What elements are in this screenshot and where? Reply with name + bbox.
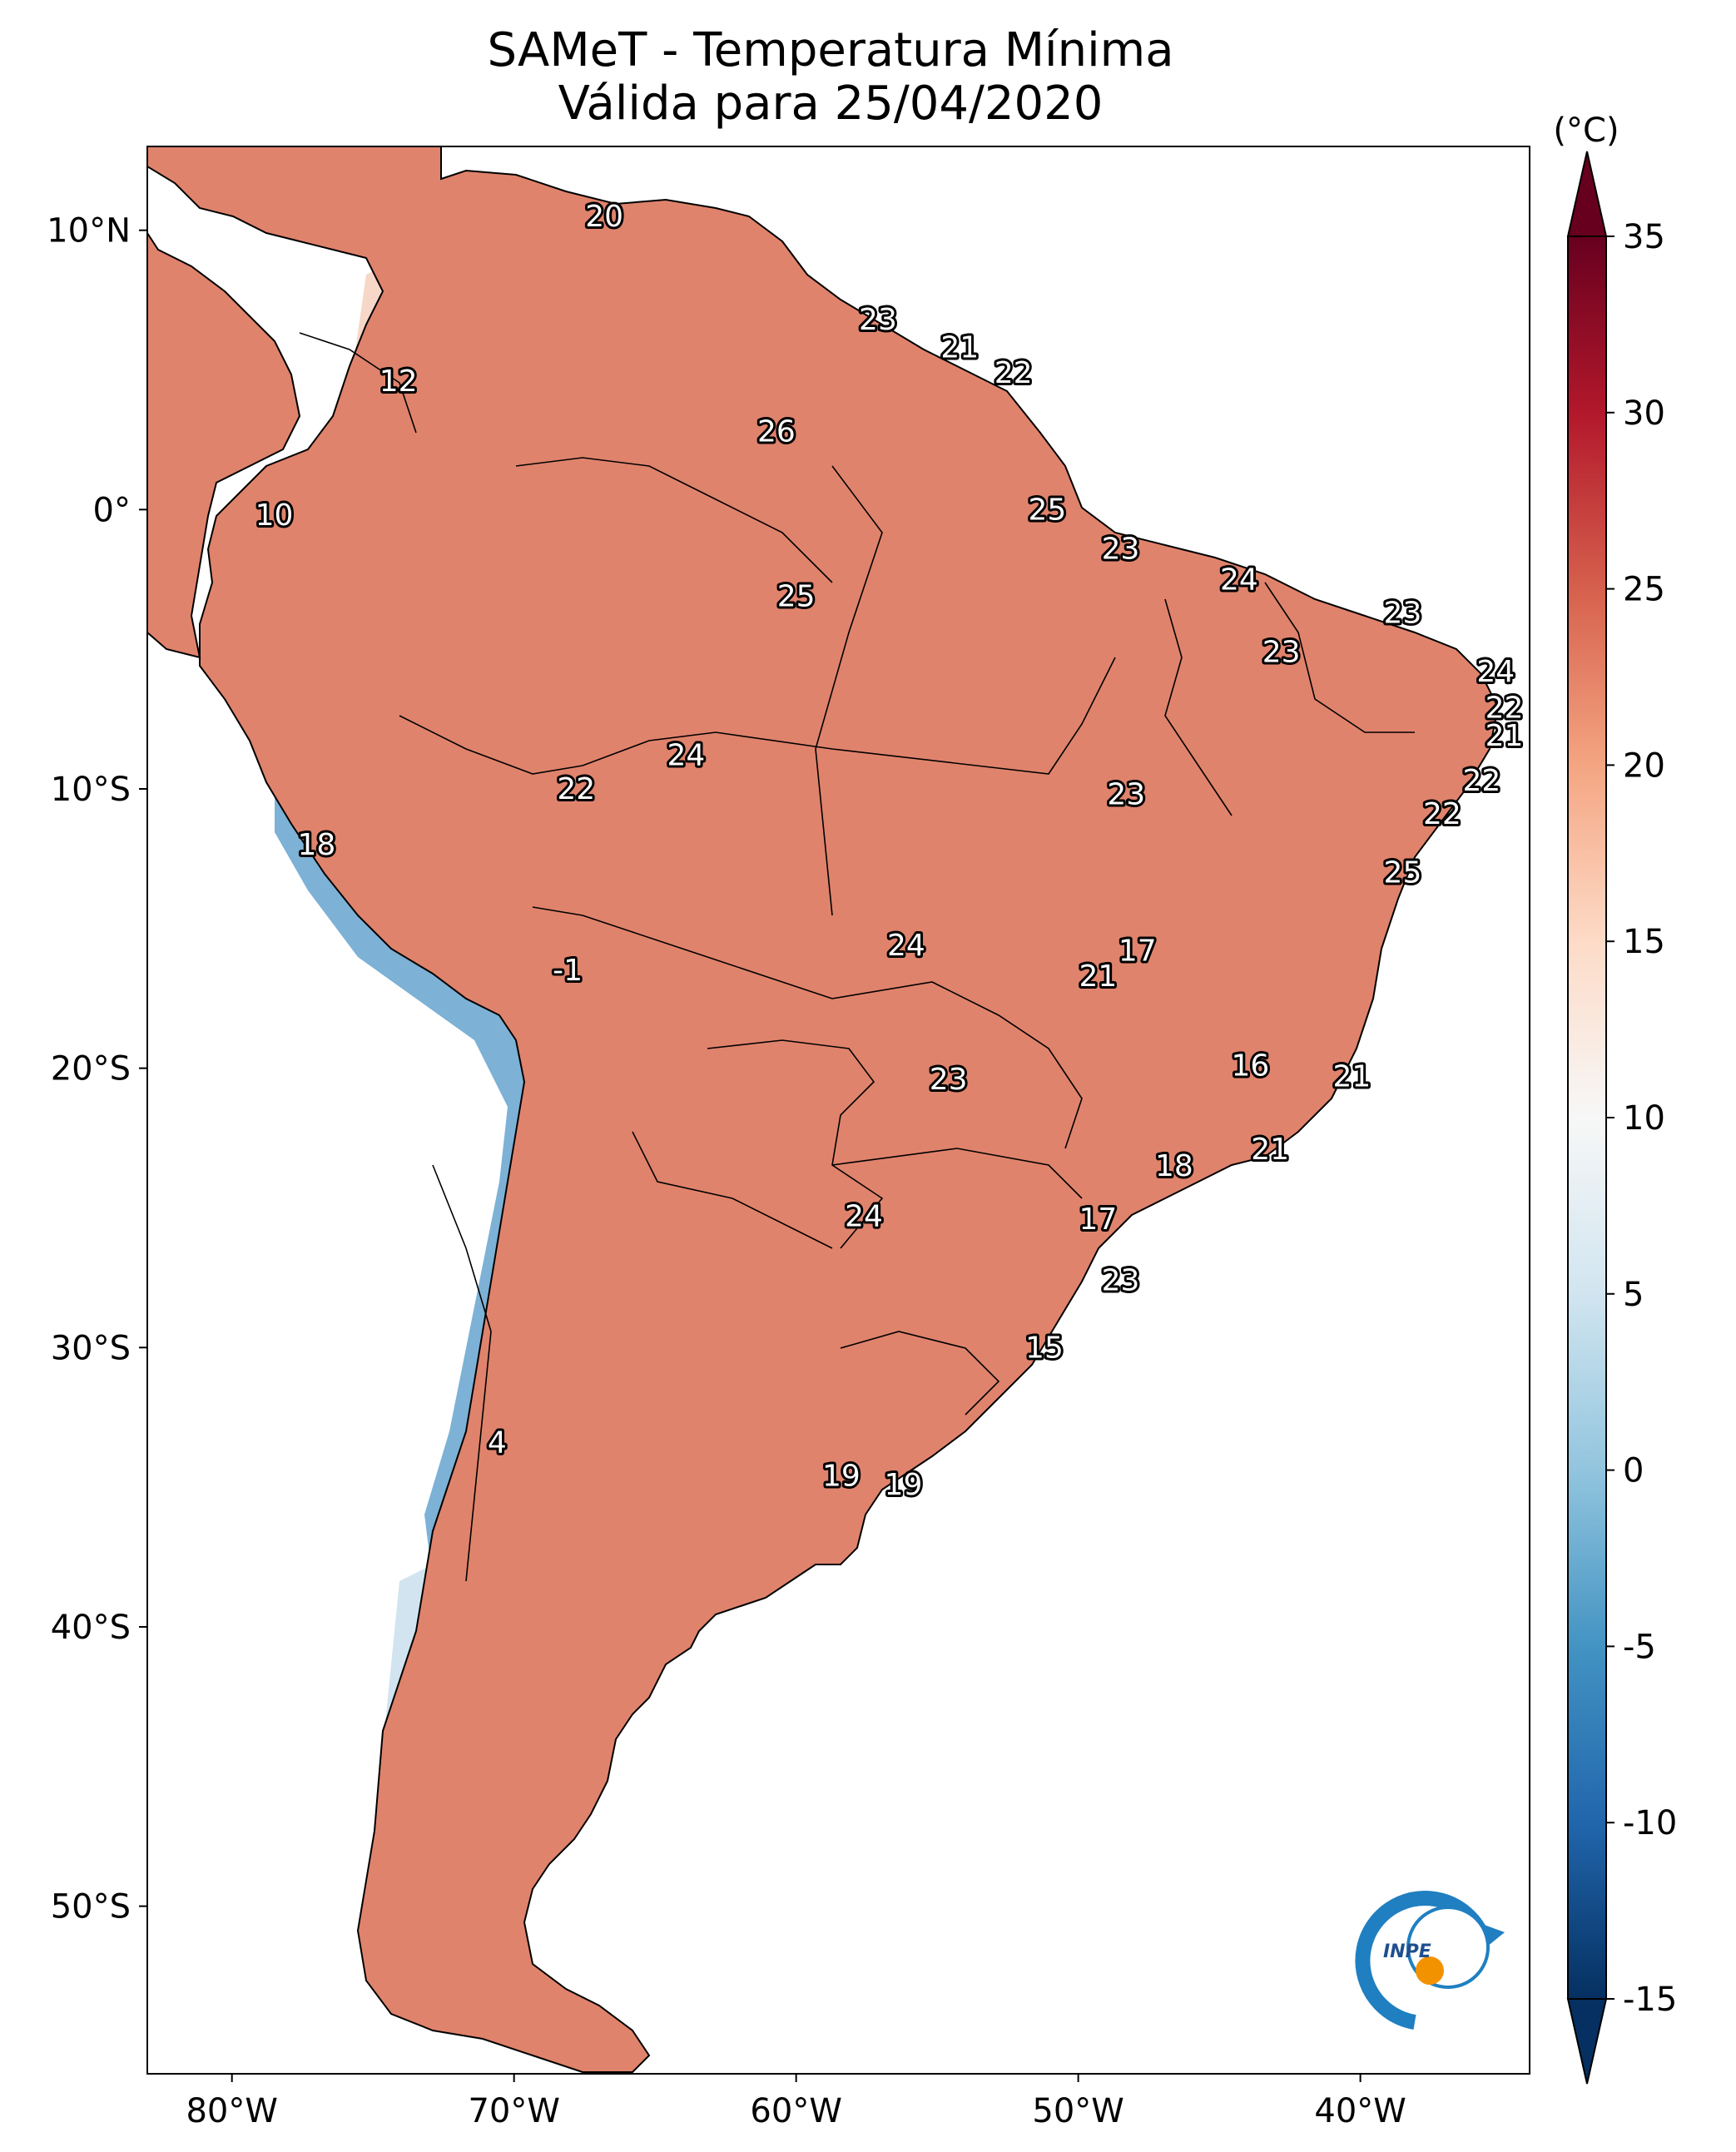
city-temperature-label: 25: [1028, 493, 1066, 527]
city-temperature-label: 21: [940, 331, 979, 365]
inpe-logo: INPE: [1355, 1891, 1505, 2030]
city-temperature-label: 20: [585, 200, 623, 234]
city-temperature-label: 22: [1462, 764, 1500, 798]
lon-tick-label: 80°W: [186, 2092, 277, 2130]
logo-dot-icon: [1416, 1956, 1444, 1985]
colorbar-tick-label: 20: [1623, 746, 1665, 785]
colorbar-tick-label: -15: [1623, 1981, 1677, 2019]
colorbar-tick-label: 30: [1623, 394, 1665, 433]
colorbar-ticks: 35 30 25 20 15 10 5 0 -5 -10 -15: [1606, 218, 1677, 2019]
city-temperature-label: 23: [859, 303, 897, 337]
latitude-ticks: 10°N 0° 10°S 20°S 30°S 40°S 50°S: [47, 212, 147, 1926]
city-temperature-label: 22: [557, 772, 595, 806]
lat-tick-label: 0°: [93, 491, 131, 529]
logo-text: INPE: [1383, 1941, 1431, 1962]
lat-tick-label: 10°S: [51, 771, 131, 809]
city-temperature-label: 19: [885, 1468, 923, 1502]
city-temperature-label: 24: [1220, 563, 1258, 597]
colorbar-tick-label: -10: [1623, 1804, 1677, 1842]
lat-tick-label: 20°S: [51, 1050, 131, 1088]
city-temperature-label: 26: [757, 414, 796, 449]
city-temperature-label: 18: [1155, 1149, 1193, 1183]
colorbar-tick-label: 15: [1623, 923, 1665, 961]
lat-tick-label: 50°S: [51, 1888, 131, 1926]
city-temperature-label: 23: [930, 1063, 968, 1097]
lat-tick-label: 40°S: [51, 1609, 131, 1647]
city-temperature-label: 17: [1118, 935, 1157, 969]
city-temperature-label: 22: [1423, 797, 1461, 831]
colorbar-tick-label: 10: [1623, 1099, 1665, 1138]
city-temperature-label: 23: [1102, 532, 1140, 566]
colorbar-tick-label: 5: [1623, 1276, 1644, 1314]
colorbar-tick-label: 0: [1623, 1452, 1644, 1490]
colorbar-unit: (°C): [1553, 112, 1619, 150]
city-temperature-label: 24: [667, 739, 706, 773]
city-temperature-label: 10: [255, 498, 294, 533]
city-temperature-label: 24: [887, 929, 925, 963]
colorbar-bottom-extend: [1566, 1998, 1608, 2085]
colorbar-tick-label: 25: [1623, 571, 1665, 609]
city-temperature-label: 22: [1486, 692, 1524, 726]
city-temperature-label: 21: [1079, 959, 1117, 994]
colorbar-gradient: [1567, 236, 1607, 2000]
city-temperature-label: 4: [488, 1426, 507, 1460]
city-temperature-label: 25: [1384, 856, 1422, 890]
lon-tick-label: 70°W: [468, 2092, 559, 2130]
city-temperature-label: 22: [994, 356, 1033, 390]
map-title-line-2: Válida para 25/04/2020: [558, 77, 1104, 131]
city-temperature-label: 16: [1232, 1049, 1270, 1083]
city-temperature-label: 25: [777, 579, 816, 613]
map-title-line-1: SAMeT - Temperatura Mínima: [487, 23, 1174, 77]
city-temperature-label: -1: [553, 954, 583, 988]
plot-frame: [146, 146, 1530, 2075]
city-temperature-label: 23: [1384, 597, 1422, 631]
lat-tick-label: 10°N: [47, 212, 131, 250]
lat-tick-label: 30°S: [51, 1329, 131, 1367]
city-temperature-label: 19: [822, 1460, 861, 1494]
city-temperature-label: 23: [1262, 636, 1301, 670]
city-temperature-label: 21: [1486, 719, 1524, 753]
city-temperature-label: 15: [1025, 1331, 1064, 1365]
city-temperature-label: 21: [1251, 1133, 1289, 1167]
map-layers: [147, 146, 1499, 2073]
city-temperature-label: 24: [845, 1200, 883, 1234]
colorbar-tick-label: -5: [1623, 1628, 1656, 1666]
city-temperature-label: 12: [379, 364, 418, 399]
city-temperature-label: 24: [1476, 655, 1515, 689]
city-temperature-label: 21: [1333, 1060, 1371, 1094]
lon-tick-label: 60°W: [750, 2092, 841, 2130]
colorbar-tick-label: 35: [1623, 218, 1665, 256]
city-temperature-label: 23: [1107, 778, 1145, 812]
longitude-ticks: 80°W 70°W 60°W 50°W 40°W: [186, 2074, 1406, 2130]
colorbar: (°C) 35 30 25 20 15 10 5 0 -5 -10 -15: [1553, 112, 1677, 2085]
city-temperature-label: 18: [297, 828, 335, 862]
colorbar-top-extend: [1566, 151, 1608, 237]
lon-tick-label: 40°W: [1314, 2092, 1406, 2130]
lon-tick-label: 50°W: [1032, 2092, 1123, 2130]
country-borders: [299, 332, 1415, 1582]
city-temperature-label: 23: [1102, 1264, 1140, 1298]
city-temperature-label: 17: [1079, 1202, 1117, 1237]
